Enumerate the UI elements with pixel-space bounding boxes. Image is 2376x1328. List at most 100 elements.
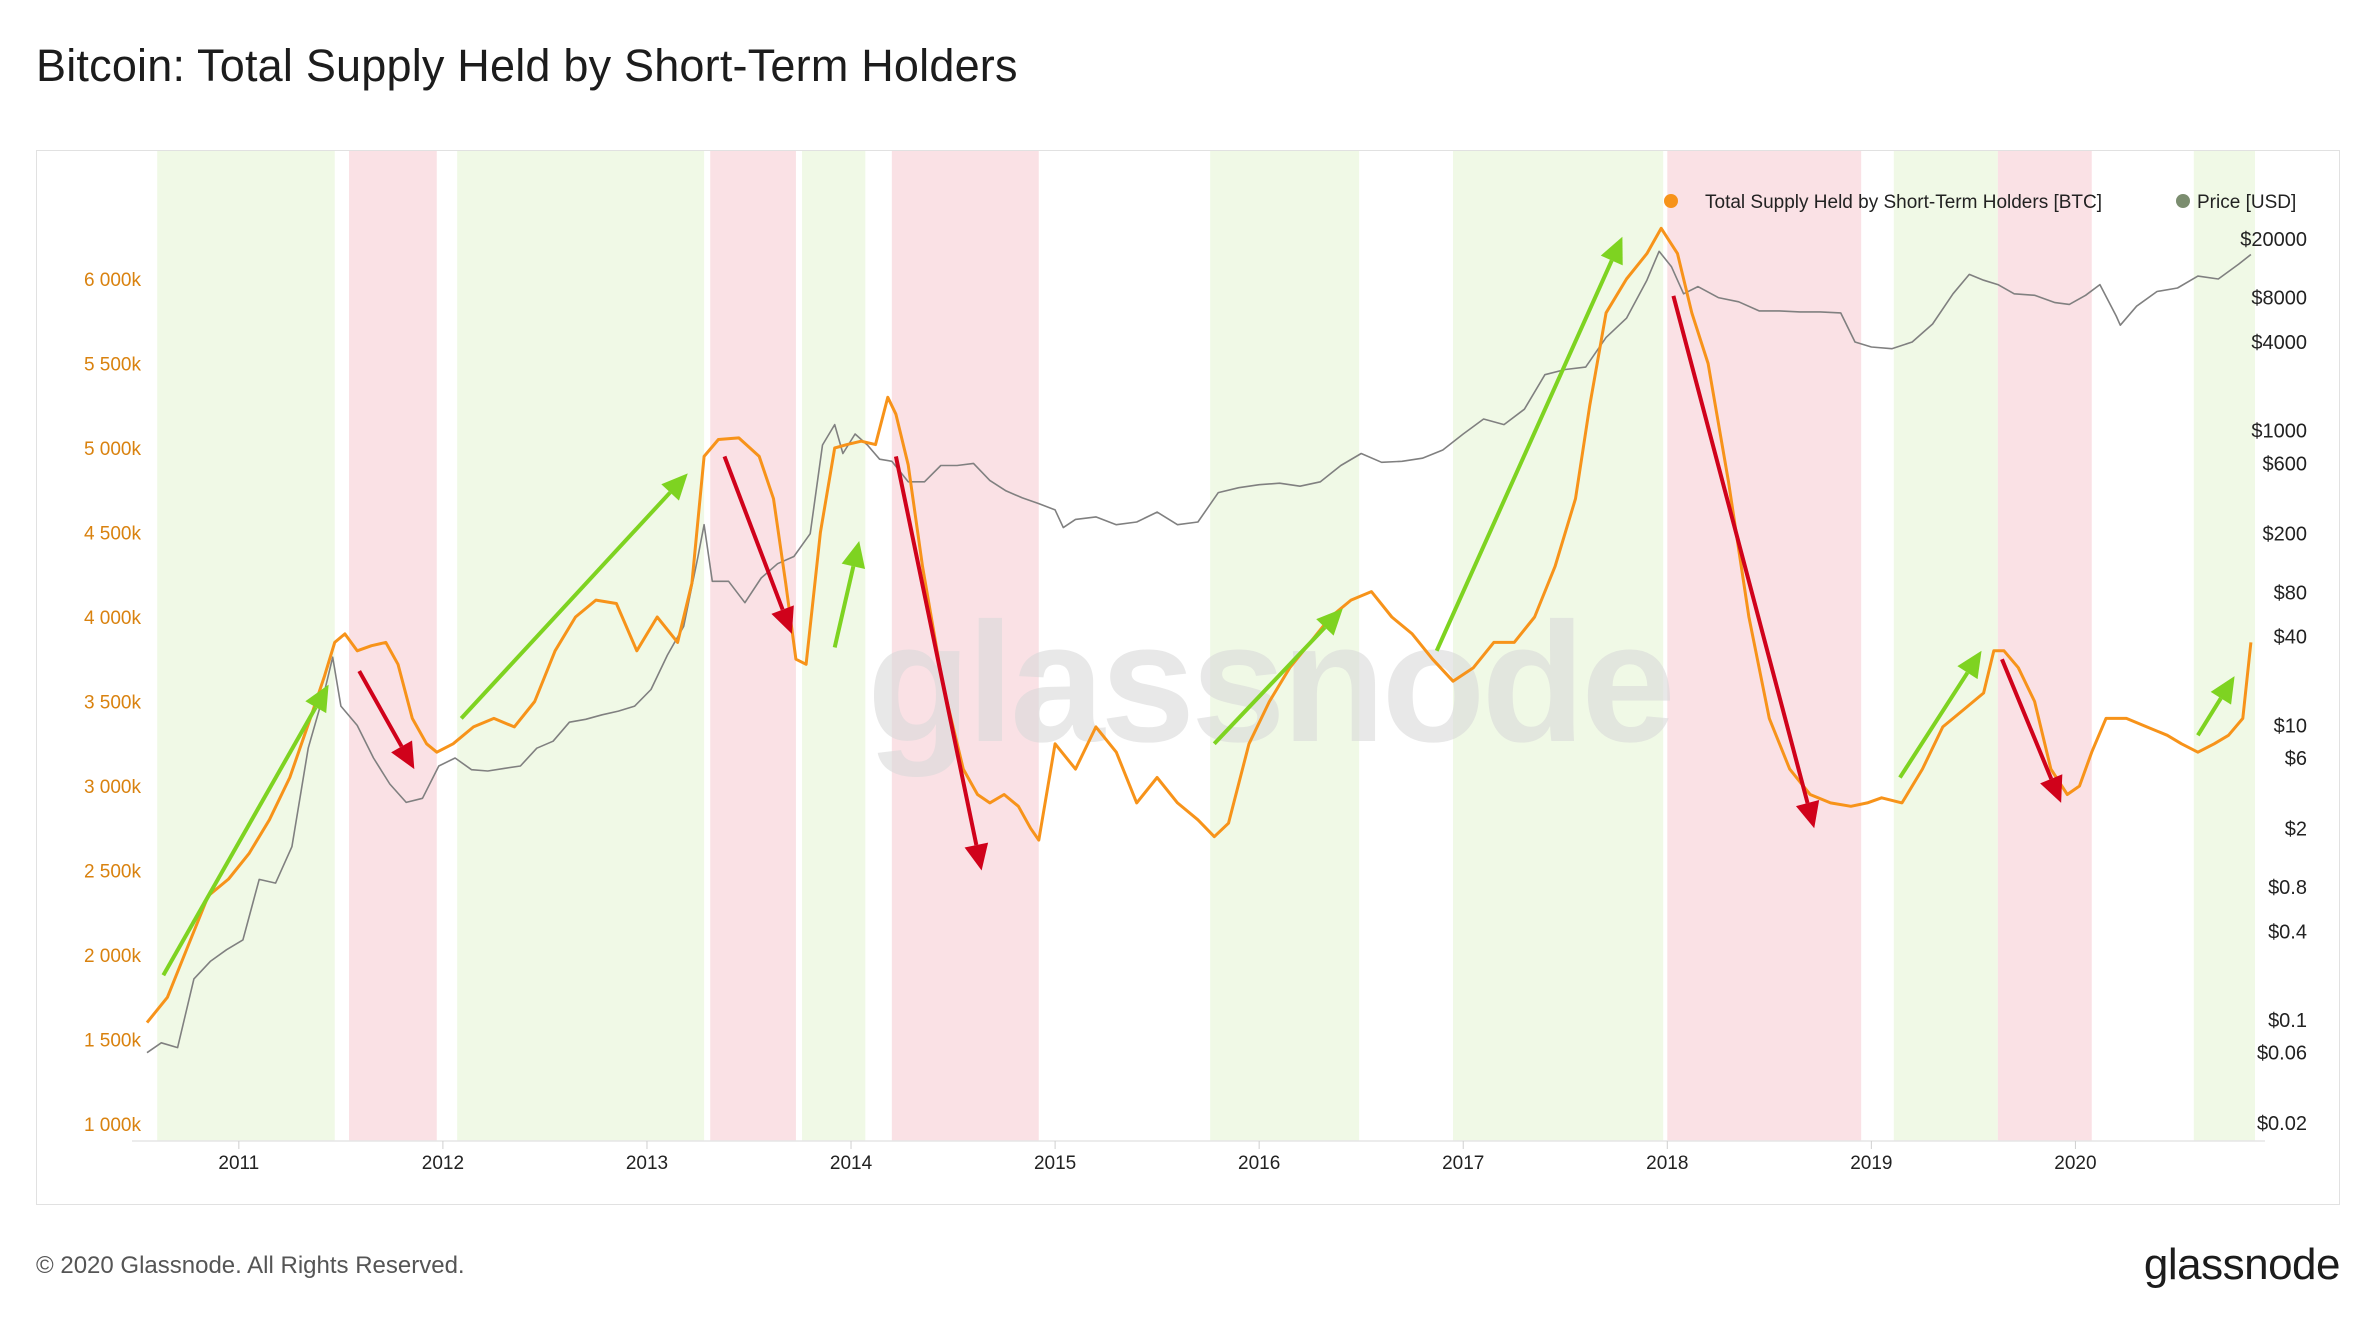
left-axis-ticks: 1 000k 1 500k 2 000k 2 500k 3 000k 3 500k 4 00… [84, 270, 142, 1136]
arrow-shaft [722, 455, 785, 611]
right-tick-label: $80 [2274, 582, 2307, 604]
right-tick-label: $0.02 [2257, 1113, 2307, 1135]
arrow-shaft [832, 565, 856, 648]
right-tick-label: $0.8 [2268, 877, 2307, 899]
right-tick-label: $4000 [2251, 332, 2307, 354]
x-tick-label: 2013 [626, 1153, 668, 1174]
chart-title: Bitcoin: Total Supply Held by Short-Term… [36, 40, 1018, 91]
arrow-head [2210, 676, 2235, 705]
arrow-down-3 [722, 455, 794, 634]
arrow-head [1795, 800, 1820, 829]
legend-marker-sth-supply [1664, 194, 1678, 208]
left-tick-label: 5 500k [84, 355, 142, 376]
copyright-text: © 2020 Glassnode. All Rights Reserved. [36, 1252, 465, 1279]
right-tick-label: $1000 [2251, 421, 2307, 443]
left-tick-label: 3 500k [84, 693, 142, 714]
arrow-down-5 [893, 456, 989, 871]
arrow-up-4 [832, 540, 866, 648]
arrow-shaft [2196, 697, 2223, 737]
arrow-shaft [1212, 626, 1327, 746]
right-tick-label: $0.1 [2268, 1010, 2307, 1032]
right-tick-label: $40 [2274, 627, 2307, 649]
left-tick-label: 4 500k [84, 524, 142, 545]
arrow-head [1600, 236, 1623, 266]
left-tick-label: 1 000k [84, 1115, 142, 1136]
sth-supply-line [145, 226, 2253, 1024]
right-tick-label: $6 [2285, 748, 2307, 770]
legend[interactable]: Total Supply Held by Short-Term Holders … [1664, 192, 2296, 213]
left-tick-label: 2 500k [84, 862, 142, 883]
arrow-head [661, 473, 688, 501]
price-series [146, 250, 2252, 1054]
arrow-up-6 [1212, 608, 1343, 746]
legend-marker-price [2176, 194, 2190, 208]
band-down-3 [710, 151, 796, 1141]
price-line [146, 250, 2252, 1054]
right-tick-label: $20000 [2240, 229, 2307, 251]
band-up-11 [2193, 151, 2255, 1141]
arrow-head [1316, 608, 1343, 636]
right-tick-label: $0.4 [2268, 921, 2307, 943]
band-up-0 [157, 151, 335, 1141]
arrow-shaft [1434, 259, 1614, 652]
arrow-head [2040, 774, 2063, 803]
band-down-5 [891, 151, 1039, 1141]
arrow-shaft [893, 456, 979, 846]
left-tick-label: 1 500k [84, 1031, 142, 1052]
right-tick-label: $8000 [2251, 288, 2307, 310]
arrow-up-7 [1434, 236, 1623, 652]
band-down-10 [1997, 151, 2092, 1141]
arrow-head [1957, 650, 1982, 680]
band-down-1 [349, 151, 437, 1141]
right-tick-label: $200 [2263, 524, 2308, 546]
arrow-shaft [2000, 658, 2054, 780]
legend-item-sth-supply[interactable]: Total Supply Held by Short-Term Holders … [1664, 192, 2102, 213]
left-tick-label: 2 000k [84, 946, 142, 967]
right-tick-label: $10 [2274, 715, 2307, 737]
x-tick-label: 2012 [422, 1153, 464, 1174]
brand-logo: glassnode [2143, 1240, 2341, 1289]
x-tick-label: 2020 [2054, 1153, 2096, 1174]
right-tick-label: $600 [2263, 453, 2308, 475]
x-tick-label: 2017 [1442, 1153, 1484, 1174]
band-up-6 [1210, 151, 1360, 1141]
left-tick-label: 5 000k [84, 439, 142, 460]
x-axis-ticks: 2011 2012 2013 2014 2015 2016 2017 2018 2019 2020 [218, 1141, 2097, 1174]
arrow-shaft [459, 491, 672, 720]
arrow-head [771, 605, 794, 634]
x-tick-label: 2016 [1238, 1153, 1280, 1174]
x-tick-label: 2014 [830, 1153, 873, 1174]
regime-bands [157, 151, 2255, 1141]
arrow-head [305, 684, 329, 714]
arrow-shaft [161, 706, 318, 977]
x-tick-label: 2015 [1034, 1153, 1076, 1174]
trend-arrows [161, 236, 2235, 977]
arrow-head [964, 842, 989, 871]
legend-item-price[interactable]: Price [USD] [2176, 192, 2296, 213]
x-tick-label: 2011 [218, 1153, 259, 1174]
band-up-2 [457, 151, 705, 1141]
arrow-shaft [357, 670, 404, 748]
legend-label-price: Price [USD] [2197, 192, 2296, 213]
left-tick-label: 6 000k [84, 270, 142, 291]
arrow-head [841, 540, 866, 569]
left-tick-label: 3 000k [84, 777, 142, 798]
right-tick-label: $0.06 [2257, 1043, 2307, 1065]
left-tick-label: 4 000k [84, 608, 142, 629]
arrow-down-10 [2000, 658, 2063, 803]
arrow-shaft [1671, 295, 1810, 804]
x-tick-label: 2018 [1646, 1153, 1688, 1174]
x-tick-label: 2019 [1850, 1153, 1892, 1174]
arrow-up-11 [2196, 676, 2235, 737]
right-axis-ticks: $20000 $8000 $4000 $1000 $600 $200 $80 $40 $10 $6… [2240, 229, 2307, 1135]
arrow-shaft [1898, 671, 1970, 779]
band-up-9 [1893, 151, 1998, 1141]
arrow-up-0 [161, 684, 329, 977]
arrow-down-1 [357, 670, 415, 770]
arrow-down-8 [1671, 295, 1820, 829]
arrow-head [391, 740, 415, 770]
arrow-up-9 [1898, 650, 1982, 779]
right-tick-label: $2 [2285, 818, 2307, 840]
